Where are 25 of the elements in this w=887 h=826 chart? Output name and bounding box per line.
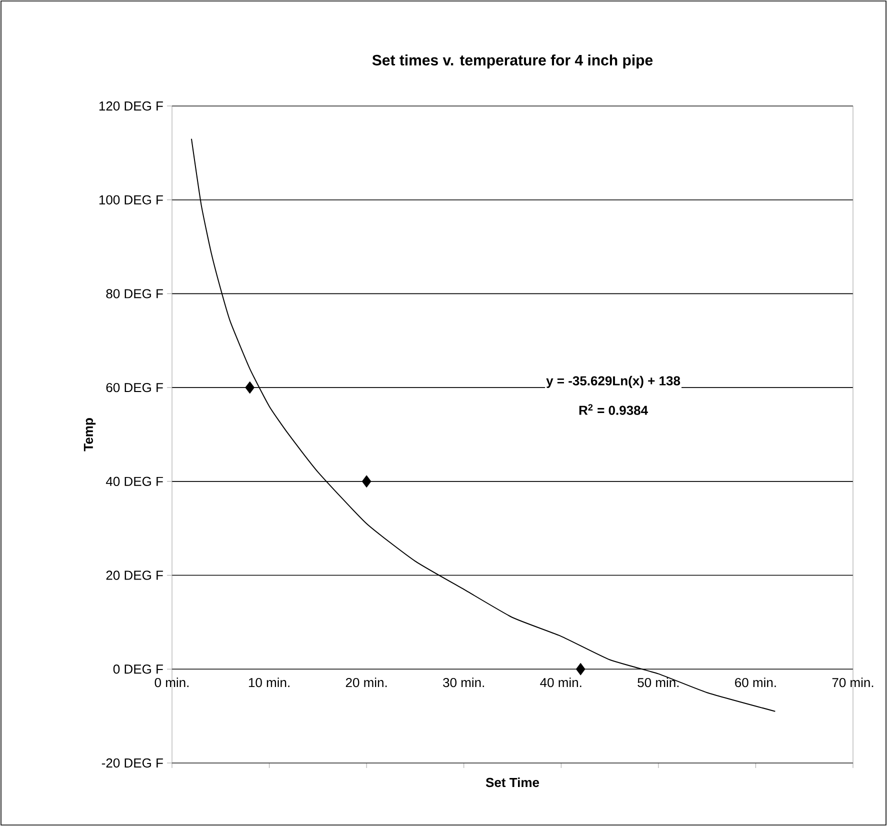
y-tick-label: 60 DEG F (106, 382, 163, 392)
x-tick-label: 0 min. (154, 678, 189, 688)
x-axis-title: Set Time (486, 778, 540, 788)
annotation: y = -35.629Ln(x) + 138 (546, 376, 680, 388)
y-tick-label: 100 DEG F (99, 195, 163, 204)
annotation: R$^{2}$ = 0.9384 (579, 404, 648, 415)
y-axis-title: Temp (84, 418, 96, 452)
x-tick-label: 10 min. (248, 678, 290, 688)
y-tick-label: -20 DEG F (102, 758, 163, 768)
x-tick-label: 30 min. (443, 678, 484, 688)
y-tick-label: 80 DEG F (106, 289, 163, 298)
x-tick-label: 70 min. (832, 678, 874, 688)
point (362, 475, 372, 488)
x-tick-label: 40 min. (540, 678, 582, 688)
chart-title: Set times v. temperature for 4 inch pipe (372, 54, 653, 68)
y-tick-label: 20 DEG F (106, 570, 163, 580)
y-tick-label: 120 DEG F (99, 101, 163, 111)
x-tick-label: 20 min. (346, 678, 387, 688)
x-tick-label: 50 min. (638, 678, 679, 688)
x-tick-label: 60 min. (735, 678, 776, 688)
line-series (190, 138, 776, 712)
point (245, 381, 255, 394)
point (576, 662, 586, 676)
y-tick-label: 0 DEG F (113, 664, 163, 674)
y-tick-label: 40 DEG F (106, 476, 163, 486)
